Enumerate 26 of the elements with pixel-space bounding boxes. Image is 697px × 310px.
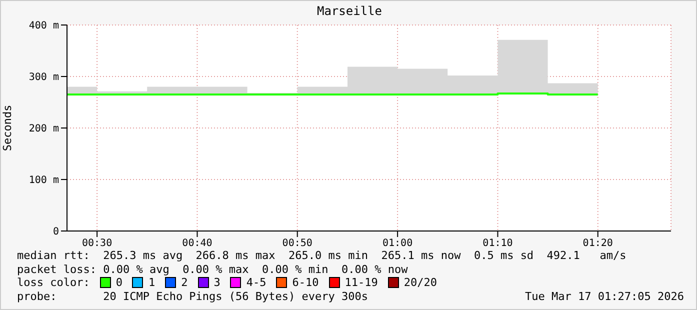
legend-label: 11-19 — [344, 276, 378, 290]
text: Tue Mar 17 01:27:05 2026 — [525, 290, 684, 303]
x-tick-label: 00:40 — [182, 238, 212, 250]
y-axis-title: Seconds — [0, 104, 14, 152]
x-tick-label: 00:30 — [82, 238, 112, 250]
text: packet loss: 0.00 % avg 0.00 % max 0.00 % min 0.00 % now — [17, 262, 409, 276]
chart-title: Marseille — [316, 4, 384, 18]
x-tick-label: 00:50 — [282, 238, 312, 250]
legend-label: 0 — [116, 276, 122, 290]
legend-label: 1 — [148, 276, 156, 290]
y-tick-label: 100 m — [28, 175, 59, 186]
legend-label: 2 — [181, 276, 188, 290]
y-tick-label: 400 m — [28, 20, 59, 32]
y-tick-label: 300 m — [28, 72, 59, 84]
text: median rtt: 265.3 ms avg 266.8 ms max 265.0 ms min 265.1 ms now 0.5 ms sd 492.1 am/s — [17, 249, 628, 262]
x-tick-label: 01:10 — [482, 238, 513, 250]
legend-label: 3 — [214, 276, 220, 290]
x-tick-label: 01:20 — [582, 238, 613, 250]
x-tick-label: 01:00 — [382, 238, 413, 250]
legend-title: loss color: — [17, 276, 90, 290]
legend-label: 4-5 — [246, 276, 266, 290]
legend-label: 20/20 — [404, 276, 437, 290]
y-tick-label: 200 m — [28, 124, 59, 135]
text: probe: 20 ICMP Echo Pings (56 Bytes) every 300s — [17, 290, 368, 303]
y-tick-label: 0 — [52, 226, 59, 238]
legend-label: 6-10 — [292, 276, 319, 290]
